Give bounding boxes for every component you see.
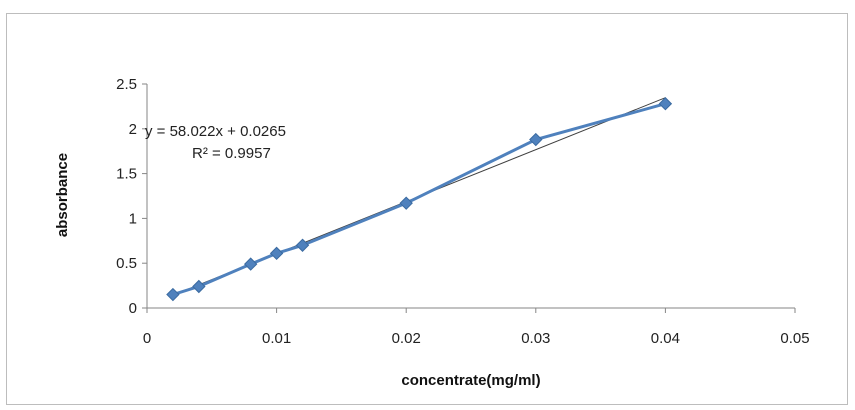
data-point-marker: [269, 246, 284, 261]
r-squared-label: R² = 0.9957: [192, 145, 271, 162]
y-axis-title: absorbance: [54, 153, 71, 237]
y-tick-label: 0.5: [116, 255, 137, 272]
data-point-marker: [243, 257, 258, 271]
series-layer: [166, 97, 673, 302]
x-tick-label: 0.01: [262, 330, 291, 347]
y-tick-label: 0: [129, 300, 137, 317]
y-tick-label: 1: [129, 210, 137, 227]
x-axis-ticks: 0 0.01 0.02 0.03 0.04 0.05: [143, 308, 810, 347]
x-tick-label: 0.02: [392, 330, 421, 347]
x-axis-title: concentrate(mg/ml): [401, 372, 540, 389]
y-axis-ticks: 0 0.5 1 1.5 2 2.5: [116, 76, 147, 317]
x-tick-label: 0.05: [780, 330, 809, 347]
chart-area: [6, 13, 848, 405]
y-tick-label: 2: [129, 121, 137, 138]
x-tick-label: 0.04: [651, 330, 680, 347]
data-point-marker: [295, 238, 310, 252]
series-line: [172, 102, 666, 296]
x-tick-label: 0: [143, 330, 151, 347]
data-point-marker: [192, 279, 206, 294]
data-point-marker: [399, 196, 413, 210]
data-point-marker: [658, 97, 673, 111]
data-point-marker: [166, 287, 180, 302]
y-tick-label: 2.5: [116, 76, 137, 93]
axes: [146, 84, 795, 309]
x-tick-label: 0.03: [521, 330, 550, 347]
y-tick-label: 1.5: [116, 166, 137, 183]
data-point-marker: [529, 132, 543, 147]
trendline-equation: y = 58.022x + 0.0265: [145, 123, 286, 140]
